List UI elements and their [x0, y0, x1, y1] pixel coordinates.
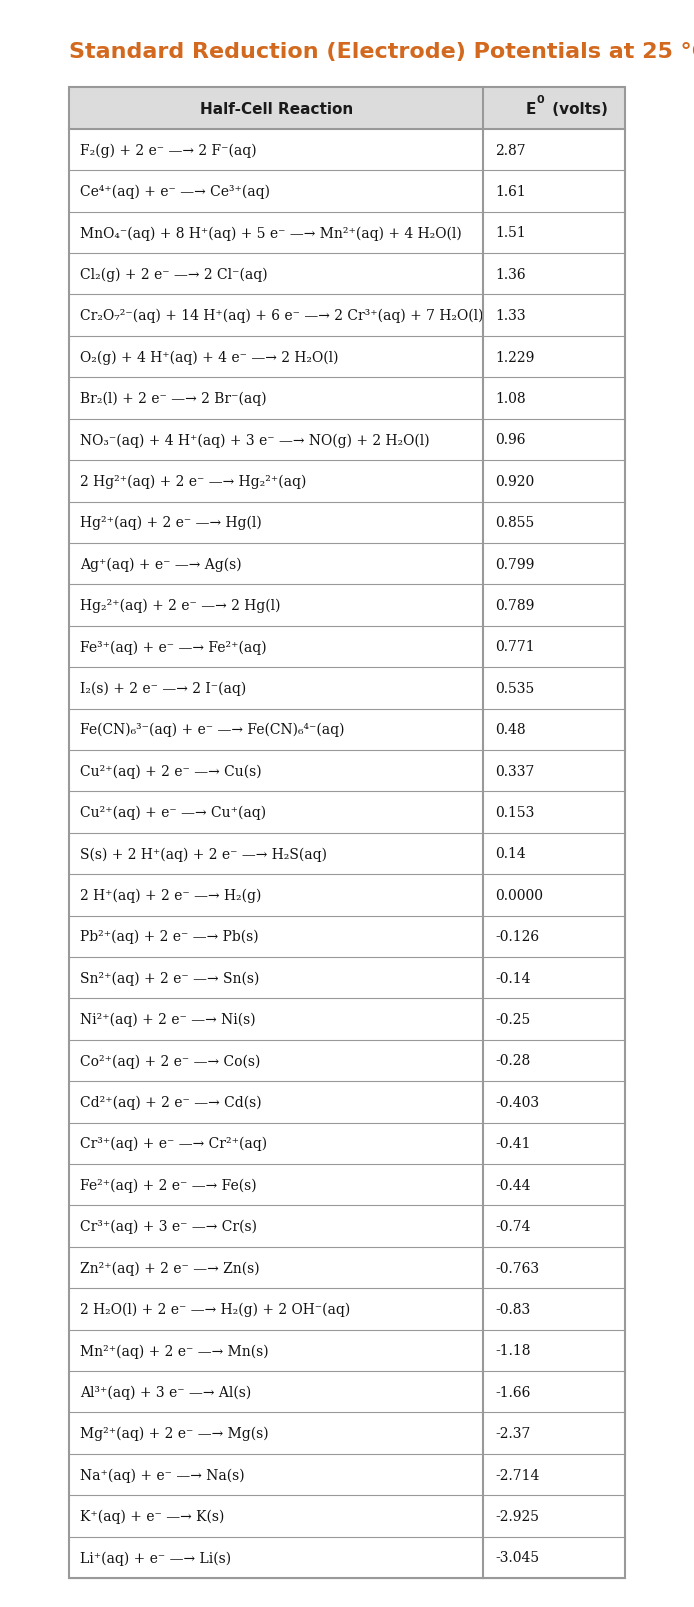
- Text: -0.28: -0.28: [496, 1054, 531, 1067]
- Text: 2.87: 2.87: [496, 143, 526, 157]
- Text: Zn²⁺(aq) + 2 e⁻ —→ Zn(s): Zn²⁺(aq) + 2 e⁻ —→ Zn(s): [80, 1260, 260, 1274]
- Text: Hg²⁺(aq) + 2 e⁻ —→ Hg(l): Hg²⁺(aq) + 2 e⁻ —→ Hg(l): [80, 516, 262, 530]
- Text: Cu²⁺(aq) + 2 e⁻ —→ Cu(s): Cu²⁺(aq) + 2 e⁻ —→ Cu(s): [80, 763, 262, 778]
- Text: 0.789: 0.789: [496, 599, 535, 612]
- Text: 0.337: 0.337: [496, 765, 535, 778]
- Text: Half-Cell Reaction: Half-Cell Reaction: [200, 101, 353, 117]
- Text: -0.403: -0.403: [496, 1096, 540, 1109]
- Text: 0.96: 0.96: [496, 434, 526, 447]
- Text: -1.66: -1.66: [496, 1385, 531, 1398]
- Text: -1.18: -1.18: [496, 1343, 531, 1358]
- Text: Hg₂²⁺(aq) + 2 e⁻ —→ 2 Hg(l): Hg₂²⁺(aq) + 2 e⁻ —→ 2 Hg(l): [80, 598, 280, 612]
- Text: I₂(s) + 2 e⁻ —→ 2 I⁻(aq): I₂(s) + 2 e⁻ —→ 2 I⁻(aq): [80, 681, 246, 696]
- Text: Li⁺(aq) + e⁻ —→ Li(s): Li⁺(aq) + e⁻ —→ Li(s): [80, 1551, 231, 1565]
- Text: 1.61: 1.61: [496, 185, 526, 199]
- Text: Cu²⁺(aq) + e⁻ —→ Cu⁺(aq): Cu²⁺(aq) + e⁻ —→ Cu⁺(aq): [80, 805, 266, 820]
- Text: Cd²⁺(aq) + 2 e⁻ —→ Cd(s): Cd²⁺(aq) + 2 e⁻ —→ Cd(s): [80, 1094, 262, 1109]
- Text: F₂(g) + 2 e⁻ —→ 2 F⁻(aq): F₂(g) + 2 e⁻ —→ 2 F⁻(aq): [80, 143, 257, 157]
- Text: 2 Hg²⁺(aq) + 2 e⁻ —→ Hg₂²⁺(aq): 2 Hg²⁺(aq) + 2 e⁻ —→ Hg₂²⁺(aq): [80, 474, 306, 489]
- Text: Fe(CN)₆³⁻(aq) + e⁻ —→ Fe(CN)₆⁴⁻(aq): Fe(CN)₆³⁻(aq) + e⁻ —→ Fe(CN)₆⁴⁻(aq): [80, 723, 344, 738]
- Text: Al³⁺(aq) + 3 e⁻ —→ Al(s): Al³⁺(aq) + 3 e⁻ —→ Al(s): [80, 1385, 251, 1400]
- Text: MnO₄⁻(aq) + 8 H⁺(aq) + 5 e⁻ —→ Mn²⁺(aq) + 4 H₂O(l): MnO₄⁻(aq) + 8 H⁺(aq) + 5 e⁻ —→ Mn²⁺(aq) …: [80, 227, 462, 241]
- Text: Standard Reduction (Electrode) Potentials at 25 °C: Standard Reduction (Electrode) Potential…: [69, 42, 694, 61]
- Text: 0.535: 0.535: [496, 681, 535, 696]
- Text: -2.925: -2.925: [496, 1509, 539, 1523]
- Text: -0.83: -0.83: [496, 1302, 531, 1316]
- Text: 0: 0: [536, 95, 544, 104]
- Text: K⁺(aq) + e⁻ —→ K(s): K⁺(aq) + e⁻ —→ K(s): [80, 1509, 224, 1523]
- Text: 1.51: 1.51: [496, 227, 526, 239]
- Text: Cr³⁺(aq) + e⁻ —→ Cr²⁺(aq): Cr³⁺(aq) + e⁻ —→ Cr²⁺(aq): [80, 1136, 267, 1151]
- Bar: [69, 88, 625, 130]
- Text: Cr³⁺(aq) + 3 e⁻ —→ Cr(s): Cr³⁺(aq) + 3 e⁻ —→ Cr(s): [80, 1220, 257, 1234]
- Text: -3.045: -3.045: [496, 1551, 540, 1564]
- Text: -2.714: -2.714: [496, 1467, 540, 1482]
- Text: 0.855: 0.855: [496, 516, 535, 530]
- Text: 0.0000: 0.0000: [496, 889, 543, 902]
- Text: Br₂(l) + 2 e⁻ —→ 2 Br⁻(aq): Br₂(l) + 2 e⁻ —→ 2 Br⁻(aq): [80, 392, 266, 407]
- Text: -0.25: -0.25: [496, 1012, 531, 1027]
- Text: -0.126: -0.126: [496, 930, 540, 943]
- Text: Fe³⁺(aq) + e⁻ —→ Fe²⁺(aq): Fe³⁺(aq) + e⁻ —→ Fe²⁺(aq): [80, 640, 266, 654]
- Text: Ce⁴⁺(aq) + e⁻ —→ Ce³⁺(aq): Ce⁴⁺(aq) + e⁻ —→ Ce³⁺(aq): [80, 185, 270, 199]
- Text: -0.44: -0.44: [496, 1178, 531, 1192]
- Text: 0.14: 0.14: [496, 847, 526, 861]
- Text: NO₃⁻(aq) + 4 H⁺(aq) + 3 e⁻ —→ NO(g) + 2 H₂O(l): NO₃⁻(aq) + 4 H⁺(aq) + 3 e⁻ —→ NO(g) + 2 …: [80, 432, 430, 447]
- Text: -0.14: -0.14: [496, 971, 531, 985]
- Text: Ni²⁺(aq) + 2 e⁻ —→ Ni(s): Ni²⁺(aq) + 2 e⁻ —→ Ni(s): [80, 1012, 255, 1027]
- Text: Pb²⁺(aq) + 2 e⁻ —→ Pb(s): Pb²⁺(aq) + 2 e⁻ —→ Pb(s): [80, 929, 258, 943]
- Text: 1.229: 1.229: [496, 350, 535, 365]
- Text: Mg²⁺(aq) + 2 e⁻ —→ Mg(s): Mg²⁺(aq) + 2 e⁻ —→ Mg(s): [80, 1425, 269, 1440]
- Text: Fe²⁺(aq) + 2 e⁻ —→ Fe(s): Fe²⁺(aq) + 2 e⁻ —→ Fe(s): [80, 1178, 257, 1192]
- Text: 1.33: 1.33: [496, 309, 526, 323]
- Text: Sn²⁺(aq) + 2 e⁻ —→ Sn(s): Sn²⁺(aq) + 2 e⁻ —→ Sn(s): [80, 971, 259, 985]
- Text: (volts): (volts): [547, 101, 608, 117]
- Text: Mn²⁺(aq) + 2 e⁻ —→ Mn(s): Mn²⁺(aq) + 2 e⁻ —→ Mn(s): [80, 1343, 269, 1358]
- Text: 0.920: 0.920: [496, 474, 535, 489]
- Text: 2 H⁺(aq) + 2 e⁻ —→ H₂(g): 2 H⁺(aq) + 2 e⁻ —→ H₂(g): [80, 889, 261, 903]
- Text: S(s) + 2 H⁺(aq) + 2 e⁻ —→ H₂S(aq): S(s) + 2 H⁺(aq) + 2 e⁻ —→ H₂S(aq): [80, 847, 327, 861]
- Text: 0.48: 0.48: [496, 723, 526, 736]
- Text: 0.771: 0.771: [496, 640, 535, 654]
- Text: -0.763: -0.763: [496, 1261, 540, 1274]
- Text: -0.41: -0.41: [496, 1136, 531, 1151]
- Text: Ag⁺(aq) + e⁻ —→ Ag(s): Ag⁺(aq) + e⁻ —→ Ag(s): [80, 558, 242, 572]
- Text: Cl₂(g) + 2 e⁻ —→ 2 Cl⁻(aq): Cl₂(g) + 2 e⁻ —→ 2 Cl⁻(aq): [80, 267, 267, 281]
- Text: 1.08: 1.08: [496, 392, 526, 405]
- Text: 0.153: 0.153: [496, 805, 535, 820]
- Text: Cr₂O₇²⁻(aq) + 14 H⁺(aq) + 6 e⁻ —→ 2 Cr³⁺(aq) + 7 H₂O(l): Cr₂O₇²⁻(aq) + 14 H⁺(aq) + 6 e⁻ —→ 2 Cr³⁺…: [80, 309, 483, 323]
- Text: Na⁺(aq) + e⁻ —→ Na(s): Na⁺(aq) + e⁻ —→ Na(s): [80, 1467, 244, 1482]
- Text: -0.74: -0.74: [496, 1220, 531, 1233]
- Text: Co²⁺(aq) + 2 e⁻ —→ Co(s): Co²⁺(aq) + 2 e⁻ —→ Co(s): [80, 1054, 260, 1069]
- Text: 1.36: 1.36: [496, 268, 526, 281]
- Text: O₂(g) + 4 H⁺(aq) + 4 e⁻ —→ 2 H₂O(l): O₂(g) + 4 H⁺(aq) + 4 e⁻ —→ 2 H₂O(l): [80, 350, 338, 365]
- Text: 2 H₂O(l) + 2 e⁻ —→ H₂(g) + 2 OH⁻(aq): 2 H₂O(l) + 2 e⁻ —→ H₂(g) + 2 OH⁻(aq): [80, 1302, 350, 1316]
- Text: E: E: [526, 101, 536, 117]
- Text: 0.799: 0.799: [496, 558, 535, 570]
- Text: -2.37: -2.37: [496, 1427, 531, 1440]
